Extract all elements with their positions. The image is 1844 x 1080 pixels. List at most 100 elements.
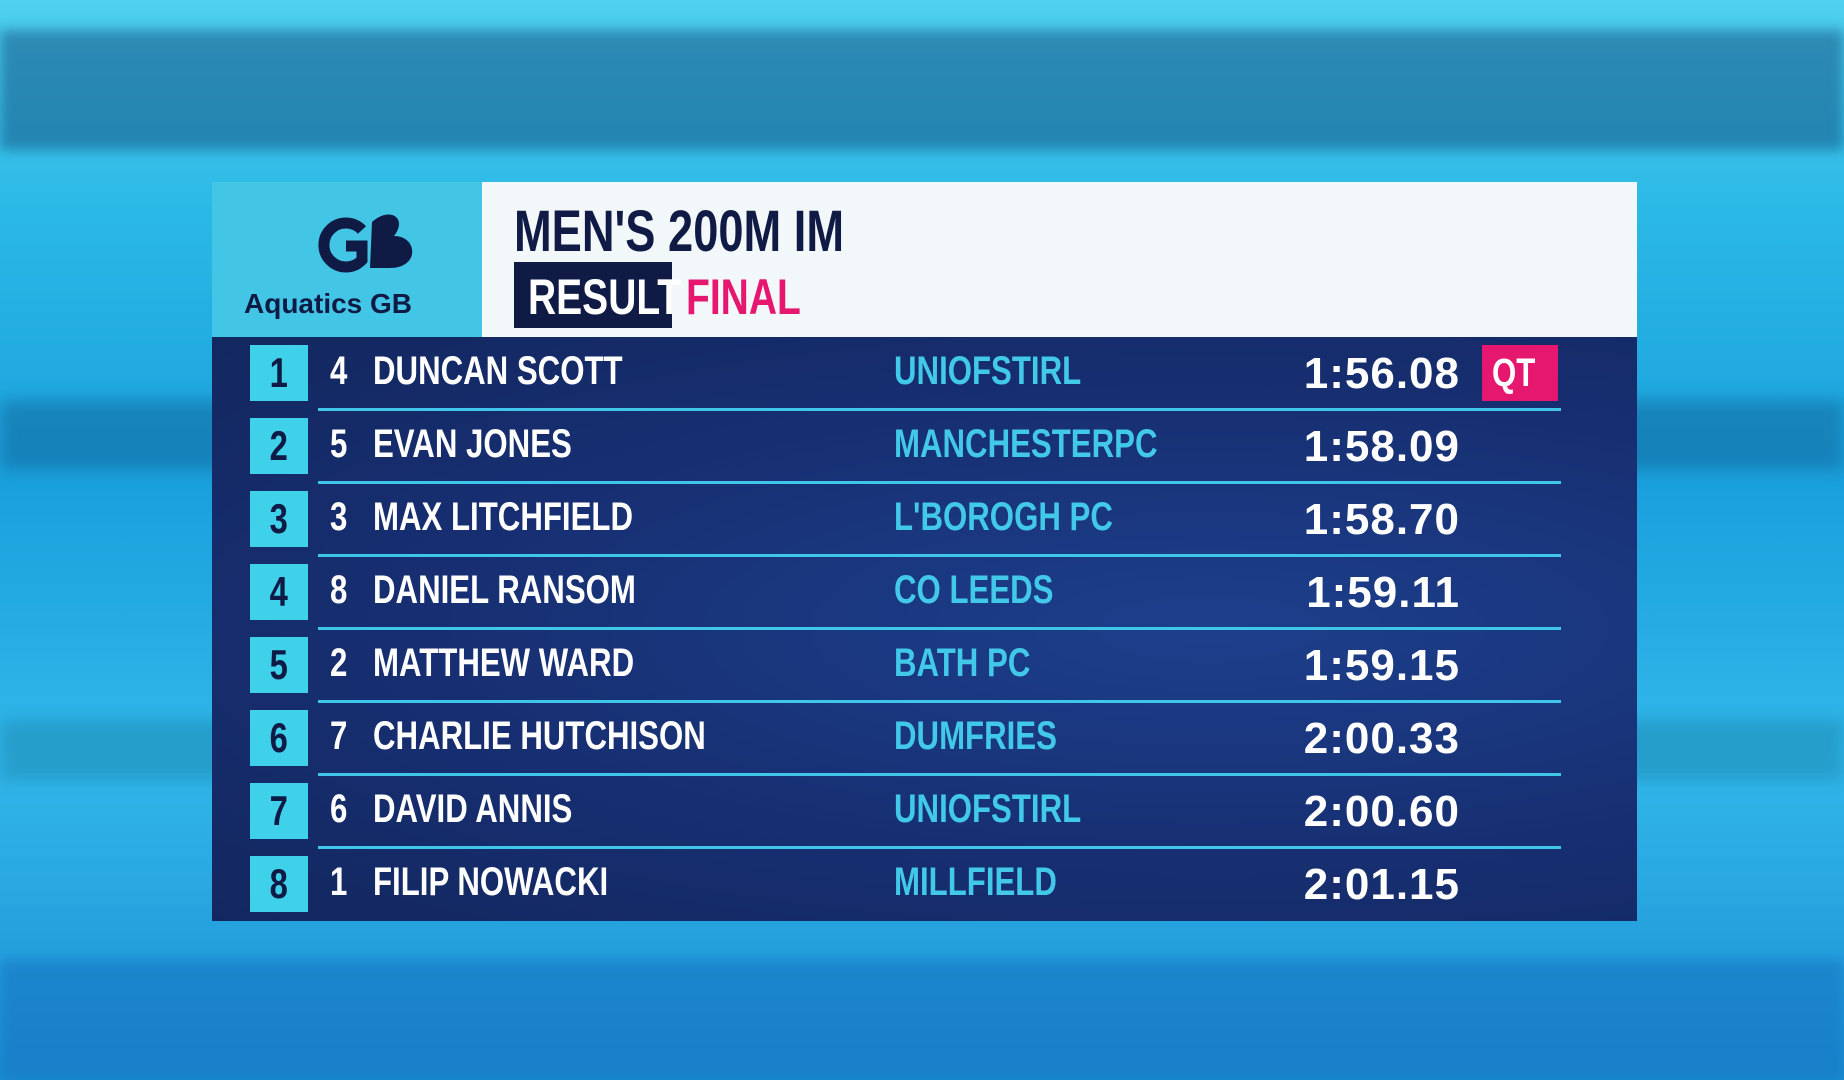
row-separator (318, 627, 1561, 630)
swimmer-name: DAVID ANNIS (373, 787, 629, 832)
lane-text: 4 (330, 349, 348, 393)
club-text: MANCHESTERPC (894, 422, 1158, 466)
club-text: DUMFRIES (894, 714, 1057, 758)
place-text: 3 (269, 495, 289, 542)
result-row: 8 1 FILIP NOWACKI MILLFIELD 2:01.15 (212, 848, 1637, 920)
swimmer-name-text: MAX LITCHFIELD (373, 495, 633, 539)
swimmer-name-text: DANIEL RANSOM (373, 568, 636, 612)
club: DUMFRIES (894, 714, 1103, 759)
result-row: 3 3 MAX LITCHFIELD L'BOROGH PC 1:58.70 (212, 483, 1637, 555)
lane-text: 2 (330, 641, 348, 685)
time: 2:00.60 (1303, 787, 1460, 836)
lane-text: 5 (330, 422, 348, 466)
status-badge: RESULT (514, 262, 681, 328)
lane: 7 (330, 714, 352, 759)
place: 8 (250, 856, 308, 912)
row-separator (318, 554, 1561, 557)
lane: 1 (330, 860, 352, 905)
qualification-tag: QT (1482, 345, 1558, 401)
result-row: 7 6 DAVID ANNIS UNIOFSTIRL 2:00.60 (212, 775, 1637, 847)
place-text: 8 (269, 860, 289, 907)
time: 1:58.09 (1303, 422, 1460, 471)
water-floor (0, 960, 1844, 1080)
swimmer-name: DANIEL RANSOM (373, 568, 710, 613)
row-separator (318, 408, 1561, 411)
lane-text: 7 (330, 714, 348, 758)
swimmer-name: CHARLIE HUTCHISON (373, 714, 800, 759)
club-text: MILLFIELD (894, 860, 1057, 904)
place-text: 1 (269, 349, 289, 396)
swimmer-name: EVAN JONES (373, 422, 628, 467)
row-separator (318, 481, 1561, 484)
club: MANCHESTERPC (894, 422, 1232, 467)
result-row: 6 7 CHARLIE HUTCHISON DUMFRIES 2:00.33 (212, 702, 1637, 774)
lane-text: 6 (330, 787, 348, 831)
place: 4 (250, 564, 308, 620)
swimmer-name: DUNCAN SCOTT (373, 349, 693, 394)
results-table: 1 4 DUNCAN SCOTT UNIOFSTIRL 1:56.08 QT 2 5 EVAN … (212, 337, 1637, 921)
lane: 8 (330, 568, 352, 613)
result-row: 1 4 DUNCAN SCOTT UNIOFSTIRL 1:56.08 QT (212, 337, 1637, 409)
club: MILLFIELD (894, 860, 1103, 905)
lane-text: 1 (330, 860, 348, 904)
place: 5 (250, 637, 308, 693)
club: L'BOROGH PC (894, 495, 1175, 540)
club-text: CO LEEDS (894, 568, 1054, 612)
result-row: 5 2 MATTHEW WARD BATH PC 1:59.15 (212, 629, 1637, 701)
place-text: 7 (269, 787, 289, 834)
swimmer-name-text: FILIP NOWACKI (373, 860, 609, 904)
place-text: 2 (269, 422, 289, 469)
logo: Aquatics GB (212, 182, 482, 337)
lane-text: 8 (330, 568, 348, 612)
logo-mark (318, 214, 413, 273)
club: CO LEEDS (894, 568, 1098, 613)
lane: 3 (330, 495, 352, 540)
results-panel: Aquatics GB MEN'S 200M IM RESULT FINAL 1… (212, 182, 1637, 921)
time: 1:59.11 (1306, 568, 1460, 617)
club-text: BATH PC (894, 641, 1031, 685)
place: 1 (250, 345, 308, 401)
result-row: 4 8 DANIEL RANSOM CO LEEDS 1:59.11 (212, 556, 1637, 628)
result-row: 2 5 EVAN JONES MANCHESTERPC 1:58.09 (212, 410, 1637, 482)
water-lane-rope (0, 30, 1844, 150)
header-bar (482, 182, 1637, 337)
club: UNIOFSTIRL (894, 787, 1134, 832)
time: 1:59.15 (1303, 641, 1460, 690)
round-label: FINAL (686, 269, 801, 325)
swimmer-name-text: MATTHEW WARD (373, 641, 635, 685)
club-text: UNIOFSTIRL (894, 787, 1082, 831)
place: 2 (250, 418, 308, 474)
lane: 4 (330, 349, 352, 394)
club-text: L'BOROGH PC (894, 495, 1113, 539)
row-separator (318, 846, 1561, 849)
time: 1:58.70 (1303, 495, 1460, 544)
swimmer-name: MAX LITCHFIELD (373, 495, 706, 540)
lane: 2 (330, 641, 352, 686)
place: 7 (250, 783, 308, 839)
place-text: 6 (269, 714, 289, 761)
place: 3 (250, 491, 308, 547)
qualification-tag-text: QT (1492, 351, 1536, 395)
swimmer-name: FILIP NOWACKI (373, 860, 674, 905)
lane-text: 3 (330, 495, 348, 539)
swimmer-name-text: DAVID ANNIS (373, 787, 573, 831)
logo-text: Aquatics GB (244, 288, 413, 319)
swimmer-name-text: DUNCAN SCOTT (373, 349, 623, 393)
lane: 6 (330, 787, 352, 832)
lane: 5 (330, 422, 352, 467)
time: 1:56.08 (1303, 349, 1460, 398)
club-text: UNIOFSTIRL (894, 349, 1082, 393)
club: BATH PC (894, 641, 1069, 686)
row-separator (318, 700, 1561, 703)
event-title: MEN'S 200M IM (514, 199, 845, 264)
swimmer-name-text: EVAN JONES (373, 422, 572, 466)
row-separator (318, 773, 1561, 776)
place-text: 5 (269, 641, 289, 688)
place: 6 (250, 710, 308, 766)
swimmer-name-text: CHARLIE HUTCHISON (373, 714, 706, 758)
time: 2:01.15 (1303, 860, 1460, 909)
club: UNIOFSTIRL (894, 349, 1134, 394)
time: 2:00.33 (1303, 714, 1460, 763)
swimmer-name: MATTHEW WARD (373, 641, 708, 686)
